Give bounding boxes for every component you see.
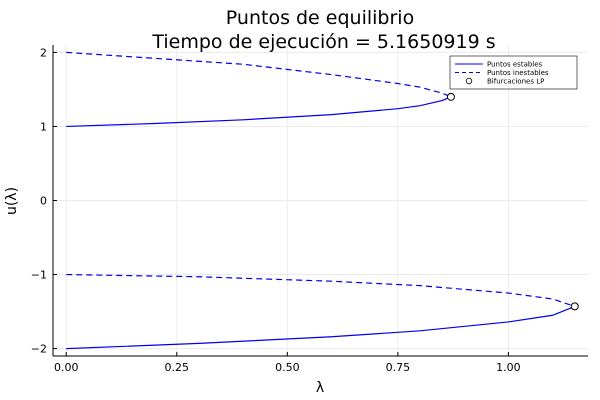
x-tick-label: 0.50 (275, 361, 300, 374)
unstable-branch-line (66, 51, 452, 98)
series-layer (66, 51, 579, 350)
bifurcation-point (570, 302, 579, 311)
y-tick-label: 1 (40, 120, 47, 133)
x-axis-label: λ (316, 380, 324, 396)
x-tick-label: 0.75 (386, 361, 411, 374)
x-tick-label: 1.00 (496, 361, 521, 374)
x-tick-label: 0.00 (54, 361, 79, 374)
x-tick-label: 0.25 (165, 361, 190, 374)
chart-title: Puntos de equilibrio (226, 7, 414, 29)
chart-subtitle: Tiempo de ejecución = 5.1650919 s (151, 31, 495, 53)
grid (53, 45, 588, 356)
bifurcation-point (446, 92, 455, 101)
stable-branch-line (66, 305, 575, 350)
legend-label: Puntos inestables (487, 69, 549, 77)
unstable-branch-line (66, 273, 575, 307)
legend-marker (465, 77, 473, 85)
axes: 0.00 0.25 0.50 0.75 1.00 −2 −1 0 1 2 (31, 45, 588, 374)
legend-label: Puntos estables (487, 61, 543, 69)
y-tick-label: 0 (40, 195, 47, 208)
legend-label: Bifurcaciones LP (487, 78, 544, 86)
y-tick-label: 2 (40, 46, 47, 59)
y-axis-label: u(λ) (4, 187, 20, 215)
y-tick-label: −1 (31, 269, 47, 282)
stable-branch-line (66, 96, 452, 128)
y-tick-label: −2 (31, 343, 47, 356)
